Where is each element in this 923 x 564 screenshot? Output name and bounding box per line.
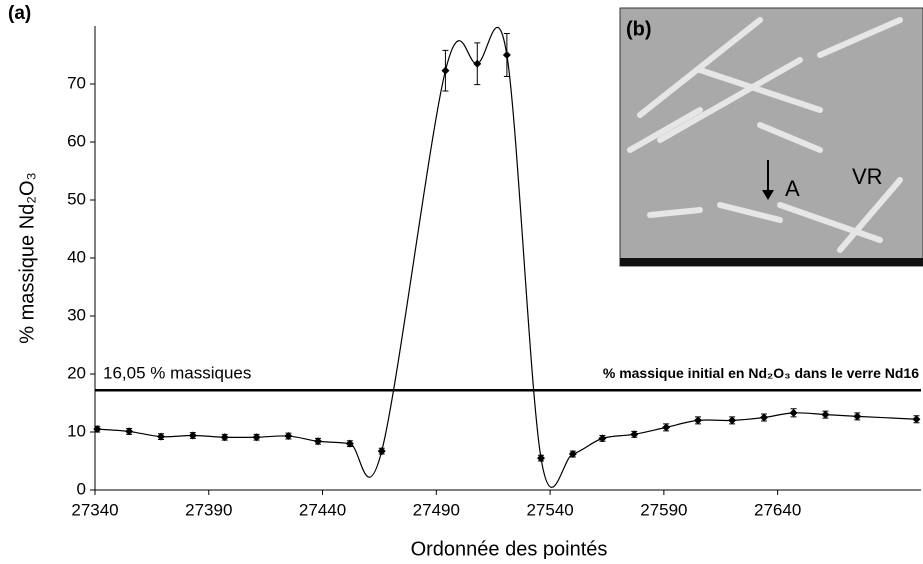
- data-point: [694, 416, 703, 425]
- panel-label: (a): [8, 3, 31, 24]
- data-point: [284, 432, 293, 441]
- inset-arrowhead: [762, 190, 774, 200]
- y-tick-label: 40: [67, 247, 86, 266]
- y-axis-title: % massique Nd₂O₃: [16, 172, 38, 344]
- x-tick-label: 27540: [526, 500, 573, 519]
- x-tick-label: 27490: [413, 500, 460, 519]
- data-point: [853, 412, 862, 421]
- y-tick-label: 70: [67, 73, 86, 92]
- inset-scalebar: [620, 258, 923, 266]
- data-point: [125, 427, 134, 436]
- data-point: [156, 432, 165, 441]
- x-axis-title: Ordonnée des pointés: [411, 538, 608, 559]
- data-point: [441, 66, 450, 75]
- inset-crystals: [627, 17, 903, 253]
- data-point: [759, 413, 768, 422]
- y-tick-label: 20: [67, 363, 86, 382]
- data-point: [220, 433, 229, 442]
- data-point: [473, 59, 482, 68]
- reference-label: % massique initial en Nd₂O₃ dans le verr…: [603, 365, 919, 381]
- data-point: [377, 447, 386, 456]
- x-tick-label: 27390: [185, 500, 232, 519]
- y-tick-label: 30: [67, 305, 86, 324]
- data-point: [821, 410, 830, 419]
- data-point: [568, 450, 577, 459]
- y-tick-label: 50: [67, 189, 86, 208]
- inset: (b) A VR: [619, 7, 923, 267]
- data-point: [536, 454, 545, 463]
- y-tick-label: 0: [77, 479, 86, 498]
- x-tick-label: 27340: [71, 500, 118, 519]
- y-tick-label: 60: [67, 131, 86, 150]
- data-point: [630, 430, 639, 439]
- x-tick-label: 27440: [299, 500, 346, 519]
- data-point: [728, 416, 737, 425]
- data-point: [912, 415, 921, 424]
- x-tick-label: 27590: [640, 500, 687, 519]
- inset-annotation: VR: [852, 164, 883, 189]
- reference-label: 16,05 % massiques: [103, 364, 251, 383]
- data-point: [188, 431, 197, 440]
- data-point: [598, 434, 607, 443]
- data-point: [93, 425, 102, 434]
- data-point: [789, 408, 798, 417]
- inset-label: (b): [626, 18, 652, 40]
- y-tick-label: 10: [67, 421, 86, 440]
- data-point: [313, 437, 322, 446]
- data-point: [345, 439, 354, 448]
- data-point: [502, 51, 511, 59]
- data-point: [662, 423, 671, 432]
- x-tick-label: 27640: [754, 500, 801, 519]
- data-point: [252, 433, 261, 442]
- series-line: [97, 26, 917, 488]
- inset-annotation: A: [785, 176, 800, 201]
